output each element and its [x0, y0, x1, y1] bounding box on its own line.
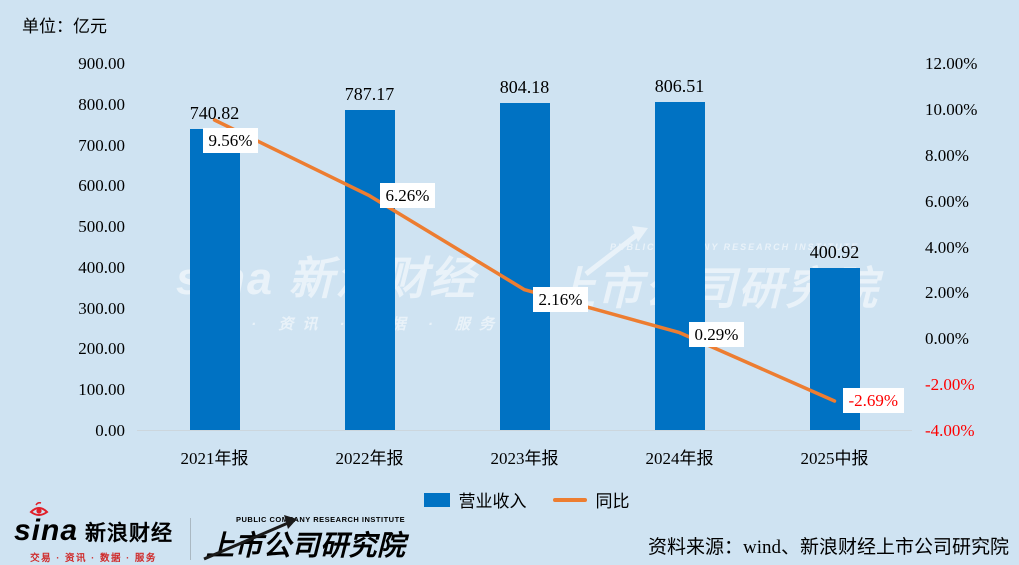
right-axis-tick: 12.00% — [925, 54, 978, 73]
x-axis-label-2023年报: 2023年报 — [490, 449, 559, 468]
legend: 营业收入 同比 — [0, 487, 1019, 512]
left-axis-tick: 700.00 — [78, 135, 125, 155]
sina-wordmark: sina — [14, 502, 78, 548]
left-axis-tick: 400.00 — [78, 257, 125, 277]
watermark-arrow-icon — [584, 226, 648, 276]
bar-value-label: 804.18 — [499, 77, 550, 98]
right-axis-tick: 4.00% — [925, 237, 969, 257]
legend-line-swatch-icon — [552, 497, 587, 502]
left-axis-tick: 600.00 — [78, 176, 125, 196]
institute-arrow-icon — [203, 515, 297, 561]
right-axis-tick: -2.00% — [925, 375, 975, 395]
sina-finance-name: 新浪财经 — [85, 522, 174, 545]
line-point-label: -2.69% — [842, 387, 905, 413]
left-axis-tick: 300.00 — [78, 298, 125, 318]
x-axis-label-2021年报: 2021年报 — [180, 449, 249, 468]
legend-bar-label: 营业收入 — [458, 492, 527, 511]
line-point-label: 6.26% — [379, 182, 436, 208]
x-axis-line — [137, 430, 912, 431]
right-axis-tick: 6.00% — [925, 191, 969, 211]
left-axis-tick: 500.00 — [78, 217, 125, 237]
x-axis-label-2025中报: 2025中报 — [800, 449, 869, 468]
legend-line-label: 同比 — [595, 492, 630, 511]
line-point-label: 2.16% — [532, 286, 589, 312]
x-axis-label-2022年报: 2022年报 — [335, 449, 404, 468]
right-axis-tick: -4.00% — [925, 421, 975, 440]
institute-en-name: PUBLIC COMPANY RESEARCH INSTITUTE — [236, 515, 406, 524]
right-axis-tick: 8.00% — [925, 145, 969, 165]
axis-unit-label: 单位：亿元 — [22, 17, 107, 36]
right-axis-tick: 0.00% — [925, 329, 969, 349]
data-source-text: 资料来源：wind、新浪财经上市公司研究院 — [647, 537, 1009, 558]
legend-bar-swatch-icon — [423, 492, 450, 507]
bar-value-label: 400.92 — [809, 241, 860, 262]
sina-eye-icon — [29, 502, 49, 516]
left-axis-tick: 0.00 — [95, 421, 125, 440]
right-axis-tick: 2.00% — [925, 283, 969, 303]
bar-2024年报 — [654, 102, 705, 430]
left-axis-tick: 100.00 — [78, 380, 125, 400]
sina-slogan: 交易 · 资讯 · 数据 · 服务 — [30, 553, 157, 564]
bar-2022年报 — [344, 110, 395, 430]
bar-value-label: 787.17 — [344, 84, 395, 104]
left-axis-tick: 200.00 — [78, 339, 125, 359]
line-point-label: 0.29% — [688, 321, 745, 347]
bar-value-label: 806.51 — [654, 76, 705, 97]
left-axis-tick: 800.00 — [78, 94, 125, 114]
left-axis-tick: 900.00 — [78, 54, 125, 73]
footer-divider — [190, 518, 191, 560]
footer-sina-logo: sina 新浪财经 交易 · 资讯 · 数据 · 服务 — [14, 502, 174, 564]
bar-value-label: 740.82 — [189, 102, 240, 123]
bar-2023年报 — [499, 103, 550, 430]
x-axis-label-2024年报: 2024年报 — [645, 449, 714, 468]
right-axis-tick: 10.00% — [925, 99, 978, 119]
footer-institute-logo: PUBLIC COMPANY RESEARCH INSTITUTE 上市公司研究… — [203, 515, 406, 564]
line-point-label: 9.56% — [202, 127, 259, 153]
bar-2021年报 — [189, 128, 240, 430]
